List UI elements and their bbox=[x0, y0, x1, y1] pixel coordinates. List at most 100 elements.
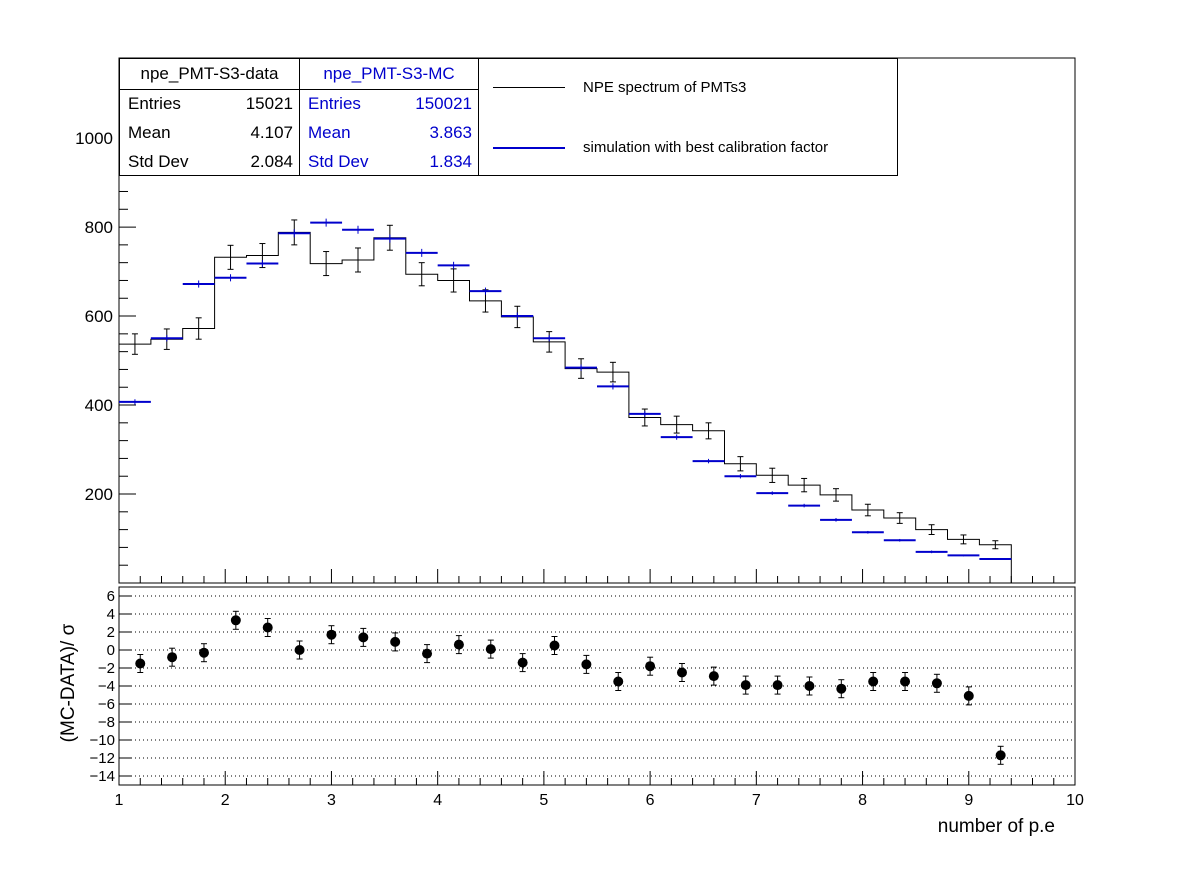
stats-row: Std Dev 1.834 bbox=[308, 151, 472, 173]
residual-point bbox=[868, 676, 879, 687]
residual-point bbox=[167, 652, 178, 663]
residual-point bbox=[900, 676, 911, 687]
stats-box-mc: npe_PMT-S3-MC Entries 150021 Mean 3.863 … bbox=[299, 58, 479, 176]
y-tick-label: 4 bbox=[107, 606, 115, 623]
data-histogram-line bbox=[119, 231, 1012, 583]
residual-point bbox=[517, 657, 528, 668]
data-error-bar bbox=[705, 422, 712, 440]
residual-point bbox=[135, 658, 146, 669]
y-tick-label: −10 bbox=[90, 732, 115, 749]
data-error-bar bbox=[737, 456, 744, 472]
data-error-bar bbox=[864, 503, 871, 517]
data-error-bar bbox=[928, 524, 935, 536]
stats-label: Std Dev bbox=[308, 152, 369, 171]
stats-label: Mean bbox=[128, 123, 171, 142]
residual-point bbox=[262, 622, 273, 633]
residual-point bbox=[358, 632, 369, 643]
stats-label: Entries bbox=[128, 94, 181, 113]
spectrum-pad: 200 400 600 800 1000 bbox=[75, 57, 1076, 584]
y-tick-label: 2 bbox=[107, 624, 115, 641]
residual-point bbox=[708, 671, 719, 682]
y-tick-label: −8 bbox=[98, 714, 115, 731]
x-tick-label: 9 bbox=[964, 792, 973, 809]
data-error-bar bbox=[227, 244, 234, 270]
data-error-bar bbox=[609, 361, 616, 383]
stats-value: 3.863 bbox=[429, 123, 472, 142]
residual-point bbox=[581, 659, 592, 670]
data-error-bar bbox=[546, 331, 553, 353]
residual-point bbox=[995, 750, 1006, 761]
residual-point bbox=[230, 615, 241, 626]
y-tick-label: 6 bbox=[107, 588, 115, 605]
legend-label: simulation with best calibration factor bbox=[583, 139, 829, 156]
residual-point bbox=[326, 629, 337, 640]
residual-point bbox=[645, 661, 656, 672]
residual-point bbox=[613, 676, 624, 687]
residual-point bbox=[549, 640, 560, 651]
residual-point bbox=[198, 647, 209, 658]
residual-point bbox=[485, 644, 496, 655]
residual-point bbox=[963, 690, 974, 701]
residual-point bbox=[931, 678, 942, 689]
y-tick-label: 600 bbox=[85, 307, 113, 326]
data-error-bar bbox=[896, 512, 903, 524]
data-error-bar bbox=[960, 534, 967, 545]
stats-row: Entries 150021 bbox=[308, 93, 472, 115]
residual-point bbox=[453, 639, 464, 650]
data-error-bar bbox=[195, 317, 202, 340]
residual-point bbox=[836, 683, 847, 694]
stats-box-data: npe_PMT-S3-data Entries 15021 Mean 4.107… bbox=[119, 58, 300, 176]
x-tick-label: 4 bbox=[433, 792, 442, 809]
y-tick-label: −4 bbox=[98, 678, 115, 695]
data-error-bar bbox=[131, 333, 138, 355]
data-error-bar bbox=[355, 247, 361, 273]
y-tick-label: 1000 bbox=[75, 129, 113, 148]
stats-label: Entries bbox=[308, 94, 361, 113]
y-tick-label: 400 bbox=[85, 396, 113, 415]
x-tick-label: 1 bbox=[115, 792, 124, 809]
data-error-bar bbox=[769, 467, 776, 483]
stats-title: npe_PMT-S3-data bbox=[120, 59, 299, 90]
stats-value: 1.834 bbox=[429, 152, 472, 171]
legend-label: NPE spectrum of PMTs3 bbox=[583, 79, 747, 96]
residual-point bbox=[676, 667, 687, 678]
stats-row: Mean 3.863 bbox=[308, 122, 472, 144]
residual-point bbox=[740, 680, 751, 691]
x-axis-label: number of p.e bbox=[938, 816, 1055, 837]
stats-label: Mean bbox=[308, 123, 351, 142]
x-tick-label: 3 bbox=[327, 792, 336, 809]
legend-entry-mc: simulation with best calibration factor bbox=[479, 133, 897, 163]
legend-line-icon bbox=[493, 147, 565, 149]
data-error-bar bbox=[992, 540, 999, 550]
stats-row: Mean 4.107 bbox=[128, 122, 293, 144]
y-tick-label: 0 bbox=[107, 642, 115, 659]
y-tick-label: −14 bbox=[90, 768, 115, 785]
data-error-bar bbox=[801, 477, 808, 493]
y-axis-label: (MC-DATA)/ σ bbox=[58, 623, 79, 742]
data-error-bar bbox=[833, 488, 839, 502]
residual-point bbox=[772, 680, 783, 691]
x-tick-label: 6 bbox=[646, 792, 655, 809]
x-tick-label: 5 bbox=[539, 792, 548, 809]
x-tick-label: 10 bbox=[1066, 792, 1084, 809]
legend: NPE spectrum of PMTs3 simulation with be… bbox=[478, 58, 898, 176]
x-tick-label: 2 bbox=[221, 792, 230, 809]
stats-title: npe_PMT-S3-MC bbox=[300, 59, 478, 90]
stats-value: 15021 bbox=[245, 94, 293, 113]
y-tick-label: −12 bbox=[90, 750, 115, 767]
residual-point bbox=[422, 648, 433, 659]
data-error-bar bbox=[323, 251, 330, 277]
x-tick-label: 7 bbox=[752, 792, 761, 809]
stats-label: Std Dev bbox=[128, 152, 189, 171]
y-tick-label: 800 bbox=[85, 218, 113, 237]
y-tick-label: 200 bbox=[85, 485, 113, 504]
stats-value: 4.107 bbox=[250, 123, 293, 142]
legend-entry-data: NPE spectrum of PMTs3 bbox=[479, 73, 897, 103]
stats-row: Std Dev 2.084 bbox=[128, 151, 293, 173]
stats-value: 2.084 bbox=[250, 152, 293, 171]
x-tick-label: 8 bbox=[858, 792, 867, 809]
data-error-bar bbox=[418, 262, 425, 287]
y-tick-label: −2 bbox=[98, 660, 115, 677]
